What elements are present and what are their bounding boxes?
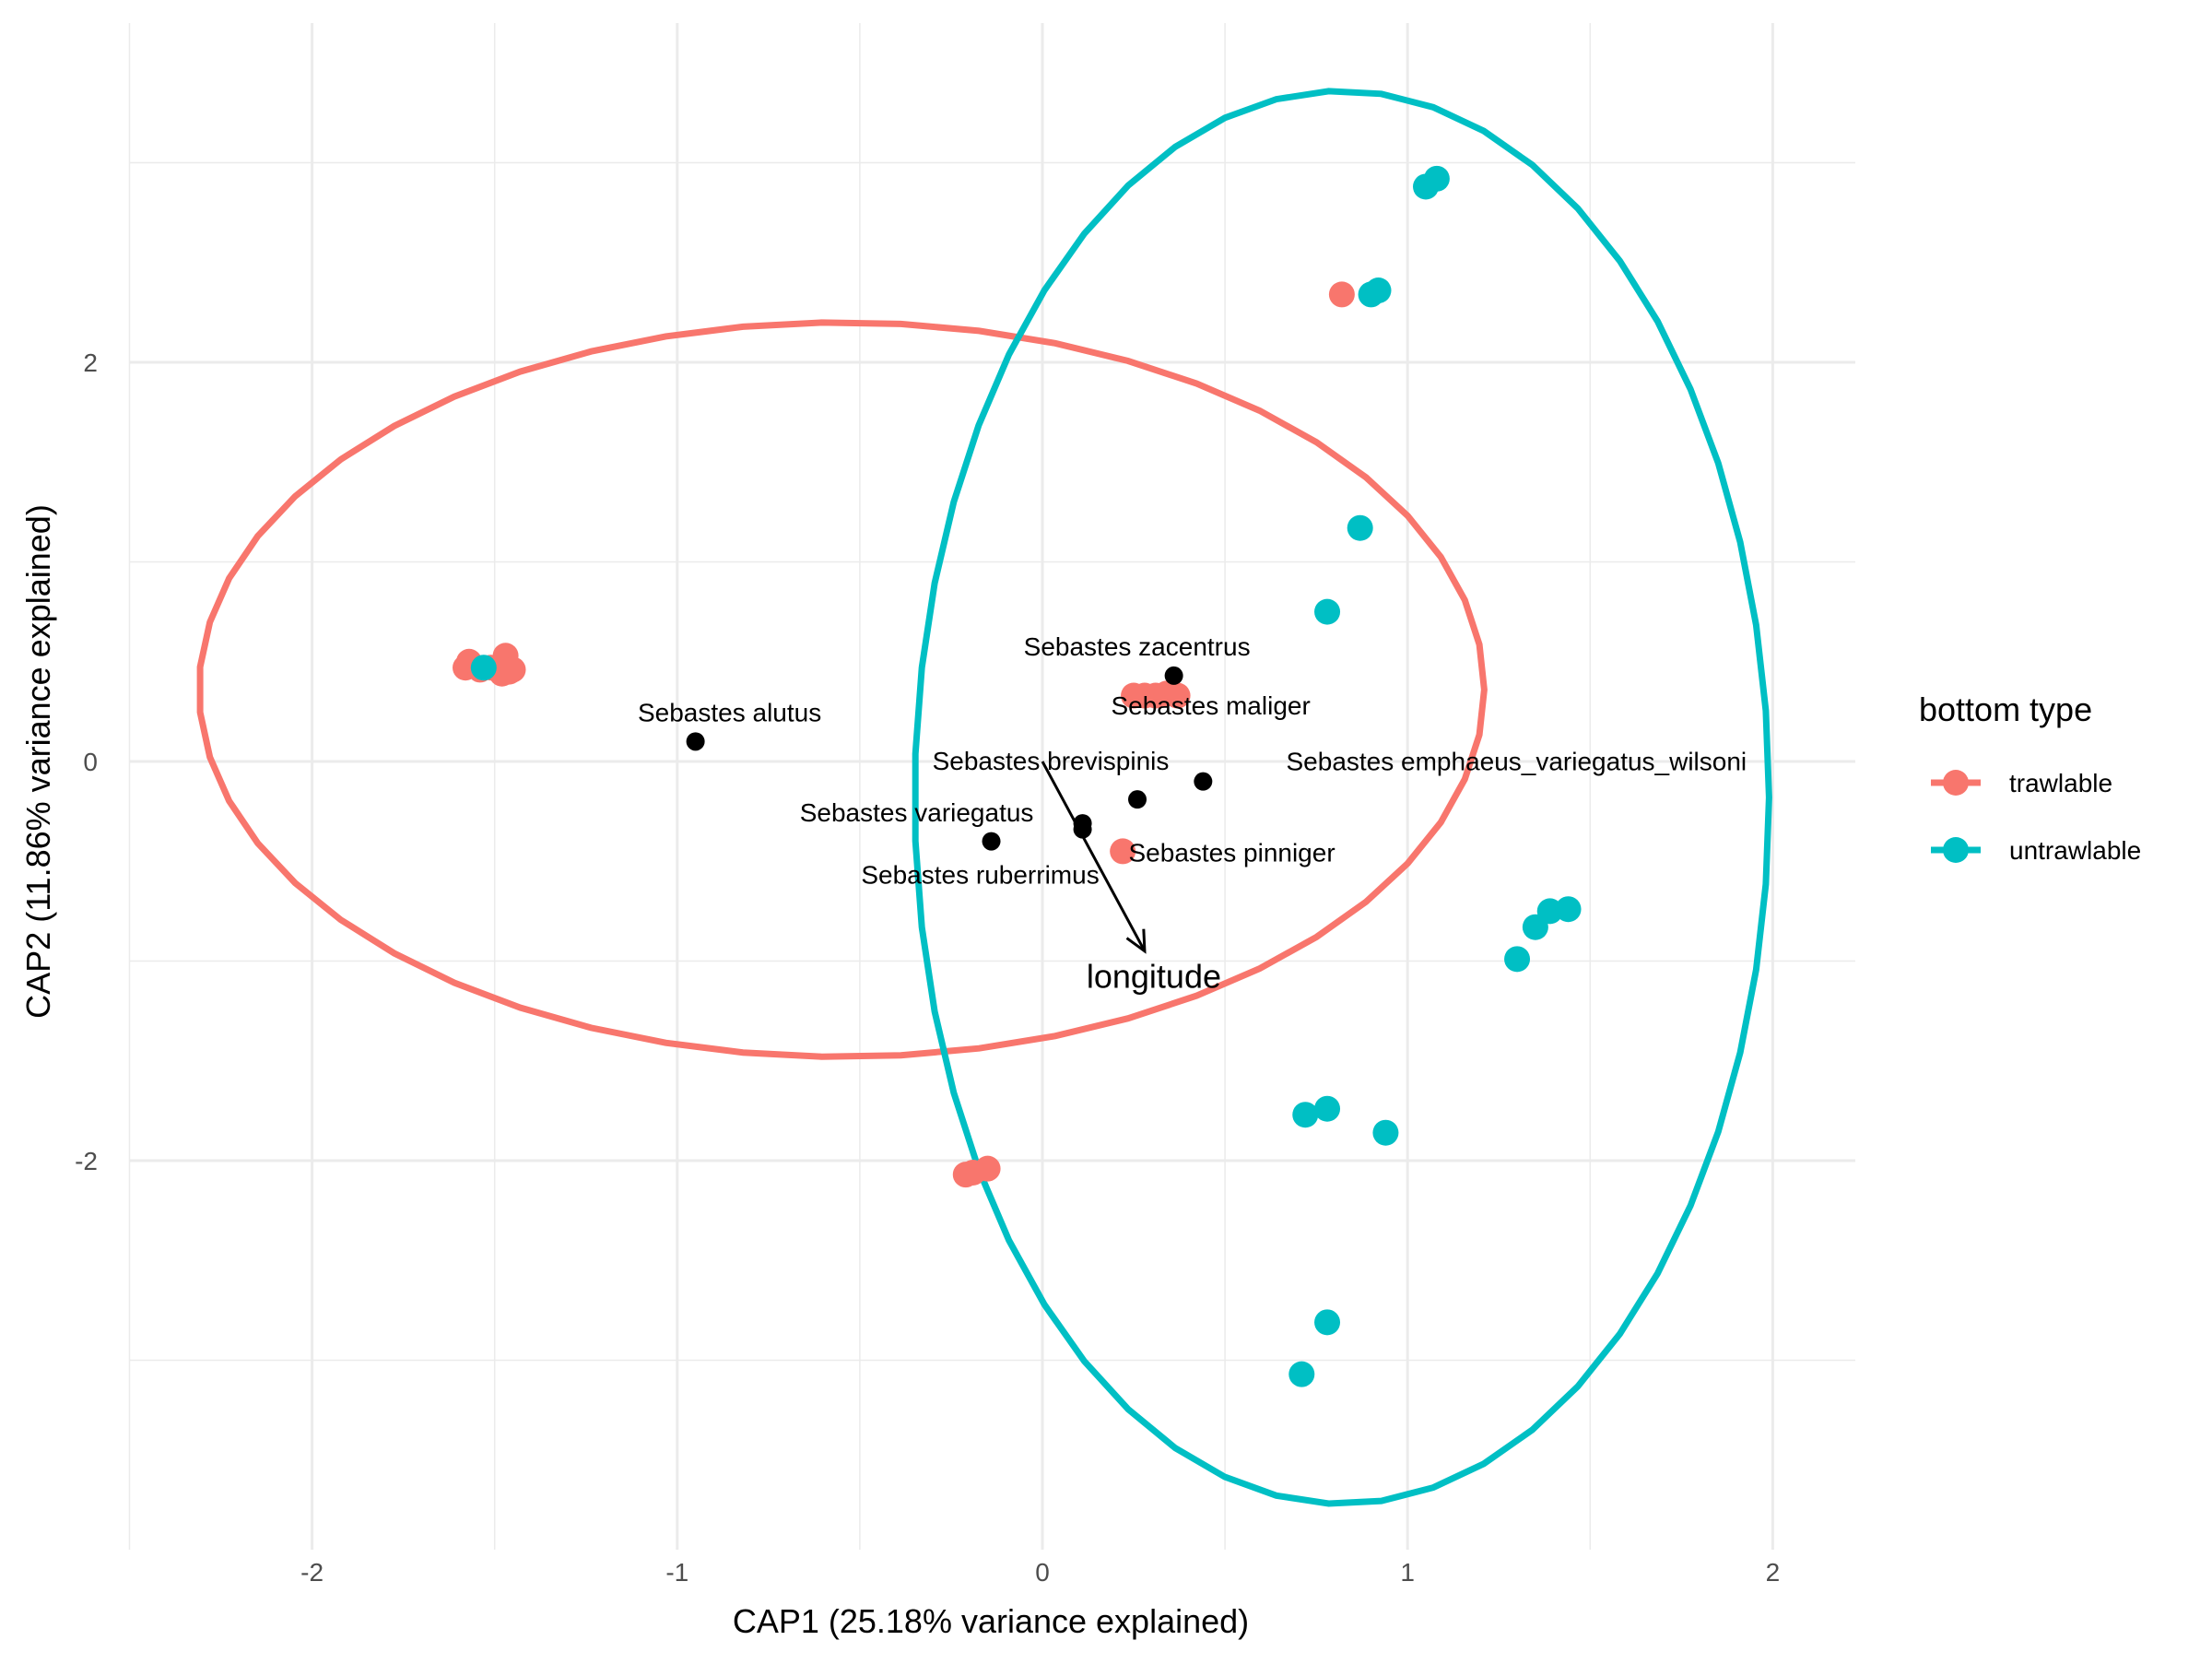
untrawlable-site-point — [1365, 277, 1392, 304]
y-axis-tick-labels: -2 0 2 — [75, 348, 98, 1175]
legend-title: bottom type — [1919, 690, 2092, 728]
untrawlable-site-point — [1314, 1095, 1341, 1122]
site-points — [453, 165, 1582, 1387]
species-label: Sebastes maliger — [1111, 691, 1310, 720]
legend-key-point — [1943, 837, 1969, 863]
legend-label: untrawlable — [2009, 836, 2141, 865]
trawlable-site-point — [1110, 838, 1136, 865]
vector-arrow-head — [1125, 928, 1147, 954]
vector-label: longitude — [1087, 958, 1221, 996]
x-tick-label: -2 — [300, 1558, 324, 1587]
trawlable-site-point — [974, 1155, 1001, 1182]
species-point — [1128, 790, 1147, 809]
untrawlable-ellipse — [912, 88, 1772, 1507]
species-label: Sebastes brevispinis — [933, 747, 1170, 775]
trawlable-site-point — [500, 656, 526, 683]
untrawlable-site-point — [1314, 1309, 1341, 1336]
untrawlable-site-point — [1288, 1361, 1315, 1387]
major-gridlines — [129, 23, 1855, 1550]
x-axis-tick-labels: -2 -1 0 1 2 — [300, 1558, 1780, 1587]
species-point — [1164, 666, 1183, 685]
y-tick-label: -2 — [75, 1147, 98, 1175]
untrawlable-site-point — [1372, 1119, 1399, 1146]
untrawlable-site-point — [1423, 165, 1450, 192]
x-tick-label: 1 — [1400, 1558, 1415, 1587]
species-label: Sebastes variegatus — [800, 798, 1034, 827]
x-tick-label: 0 — [1035, 1558, 1050, 1587]
vector-arrow-line — [1041, 761, 1147, 952]
y-axis-title: CAP2 (11.86% variance explained) — [19, 504, 57, 1019]
x-tick-label: -1 — [665, 1558, 688, 1587]
legend: bottom type trawlable untrawlable — [1919, 690, 2141, 865]
species-label: Sebastes alutus — [638, 698, 821, 726]
species-label: Sebastes zacentrus — [1024, 632, 1251, 661]
species-label: Sebastes pinniger — [1129, 839, 1335, 867]
untrawlable-site-point — [470, 655, 497, 681]
trawlable-site-point — [1164, 682, 1191, 709]
species-point — [1194, 772, 1213, 791]
trawlable-ellipse — [196, 319, 1488, 1060]
species-scores: Sebastes zacentrus Sebastes maliger Sebast… — [638, 632, 1747, 890]
species-label: Sebastes ruberrimus — [861, 861, 1099, 890]
trawlable-site-point — [1328, 281, 1355, 308]
species-point — [686, 732, 705, 751]
untrawlable-site-point — [1555, 896, 1582, 923]
y-tick-label: 2 — [83, 348, 98, 377]
untrawlable-site-point — [1504, 946, 1531, 973]
legend-key-point — [1943, 770, 1969, 796]
legend-label: trawlable — [2009, 769, 2112, 797]
species-point — [982, 832, 1001, 851]
species-label: Sebastes emphaeus_variegatus_wilsoni — [1287, 748, 1747, 776]
confidence-ellipses — [196, 88, 1772, 1507]
legend-entries: trawlable untrawlable — [1931, 769, 2141, 865]
x-tick-label: 2 — [1766, 1558, 1781, 1587]
untrawlable-site-point — [1347, 514, 1373, 541]
environmental-vectors: longitude — [1041, 761, 1221, 996]
untrawlable-site-point — [1314, 598, 1341, 625]
x-axis-title: CAP1 (25.18% variance explained) — [733, 1602, 1249, 1640]
y-tick-label: 0 — [83, 748, 98, 776]
untrawlable-site-point — [1292, 1102, 1319, 1128]
